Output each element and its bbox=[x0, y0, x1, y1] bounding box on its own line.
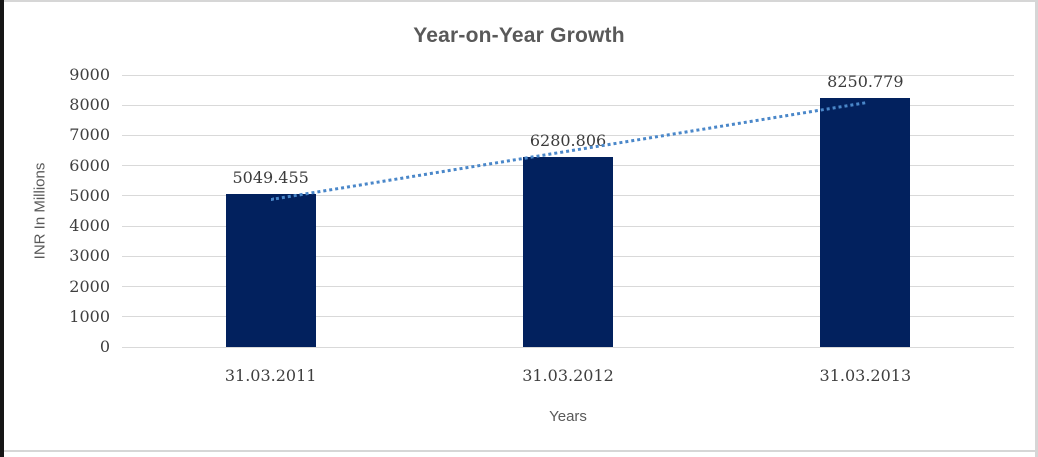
frame-border-top bbox=[0, 0, 1038, 2]
frame-border-bottom bbox=[0, 450, 1038, 452]
y-axis-title: INR In Millions bbox=[31, 162, 49, 260]
bar-31.03.2011 bbox=[225, 194, 316, 347]
frame-border-right bbox=[1035, 0, 1038, 457]
x-tick-label: 31.03.2013 bbox=[819, 366, 912, 385]
y-tick-label: 5000 bbox=[69, 185, 110, 205]
x-tick-label: 31.03.2012 bbox=[522, 366, 614, 385]
y-tick-label: 3000 bbox=[69, 246, 110, 266]
gridline bbox=[122, 104, 1014, 106]
bar-value-label: 5049.455 bbox=[232, 168, 309, 188]
y-tick-label: 9000 bbox=[69, 65, 110, 84]
y-tick-label: 1000 bbox=[69, 306, 110, 326]
y-tick-label: 6000 bbox=[69, 155, 110, 175]
gridline bbox=[122, 134, 1014, 136]
bar-31.03.2012 bbox=[523, 157, 613, 347]
bar-value-label: 6280.806 bbox=[529, 131, 607, 151]
y-tick-label: 7000 bbox=[69, 125, 110, 145]
gridline bbox=[122, 346, 1014, 348]
x-axis-title: Years bbox=[549, 408, 587, 425]
y-tick-label: 2000 bbox=[69, 276, 110, 296]
gridline bbox=[122, 74, 1014, 76]
chart-title: Year-on-Year Growth bbox=[413, 24, 625, 47]
x-tick-label: 31.03.2011 bbox=[224, 366, 317, 385]
bar-31.03.2013 bbox=[820, 97, 911, 347]
y-tick-label: 0 bbox=[99, 337, 110, 356]
bar-value-label: 8250.779 bbox=[827, 71, 904, 91]
y-tick-label: 4000 bbox=[69, 216, 110, 236]
frame-border-left bbox=[0, 0, 4, 457]
y-tick-label: 8000 bbox=[69, 95, 110, 115]
